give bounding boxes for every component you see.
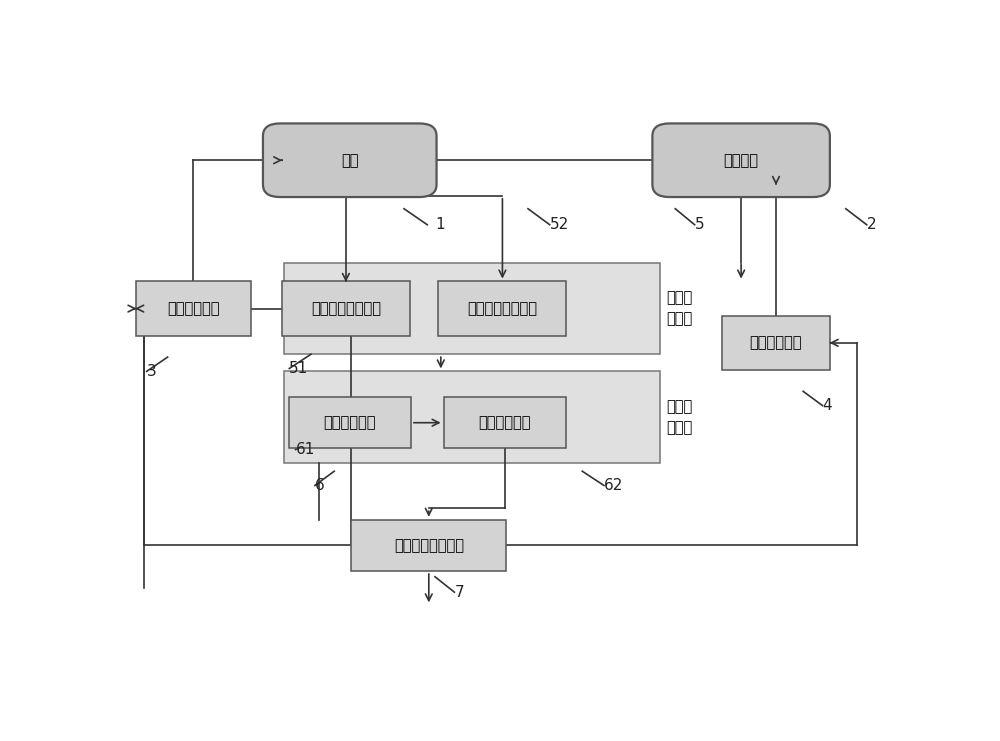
Text: 泵送系统监测单元: 泵送系统监测单元 bbox=[467, 301, 537, 316]
Text: 1: 1 bbox=[435, 217, 445, 232]
Text: 5: 5 bbox=[695, 217, 704, 232]
Text: 数据处
理模块: 数据处 理模块 bbox=[666, 399, 692, 435]
FancyBboxPatch shape bbox=[263, 124, 437, 197]
Bar bbox=[289, 397, 411, 448]
Bar bbox=[438, 282, 566, 336]
Bar bbox=[284, 263, 660, 354]
Bar bbox=[284, 371, 660, 462]
Bar bbox=[722, 316, 830, 370]
Text: 61: 61 bbox=[296, 442, 315, 457]
Text: 51: 51 bbox=[289, 361, 309, 376]
Text: 臂架控制单元: 臂架控制单元 bbox=[167, 301, 219, 316]
Text: 6: 6 bbox=[315, 478, 325, 493]
FancyBboxPatch shape bbox=[652, 124, 830, 197]
Text: 数据采
集模块: 数据采 集模块 bbox=[666, 290, 692, 327]
Text: 泵送控制单元: 泵送控制单元 bbox=[750, 336, 802, 350]
Text: 4: 4 bbox=[822, 398, 832, 413]
Bar bbox=[351, 519, 506, 571]
Text: 62: 62 bbox=[604, 478, 623, 493]
Text: 52: 52 bbox=[550, 217, 569, 232]
Text: 7: 7 bbox=[454, 585, 464, 599]
Text: 臂架姿态监测单元: 臂架姿态监测单元 bbox=[311, 301, 381, 316]
Text: 泵送系统: 泵送系统 bbox=[724, 153, 759, 167]
Text: 健康状况判定单元: 健康状况判定单元 bbox=[394, 538, 464, 553]
Bar bbox=[444, 397, 566, 448]
Text: 2: 2 bbox=[867, 217, 876, 232]
Text: 信号采集单元: 信号采集单元 bbox=[324, 415, 376, 431]
Text: 3: 3 bbox=[147, 364, 156, 379]
Text: 臂架: 臂架 bbox=[341, 153, 358, 167]
Text: 健康计算单元: 健康计算单元 bbox=[479, 415, 531, 431]
Bar bbox=[282, 282, 410, 336]
Bar bbox=[136, 282, 251, 336]
